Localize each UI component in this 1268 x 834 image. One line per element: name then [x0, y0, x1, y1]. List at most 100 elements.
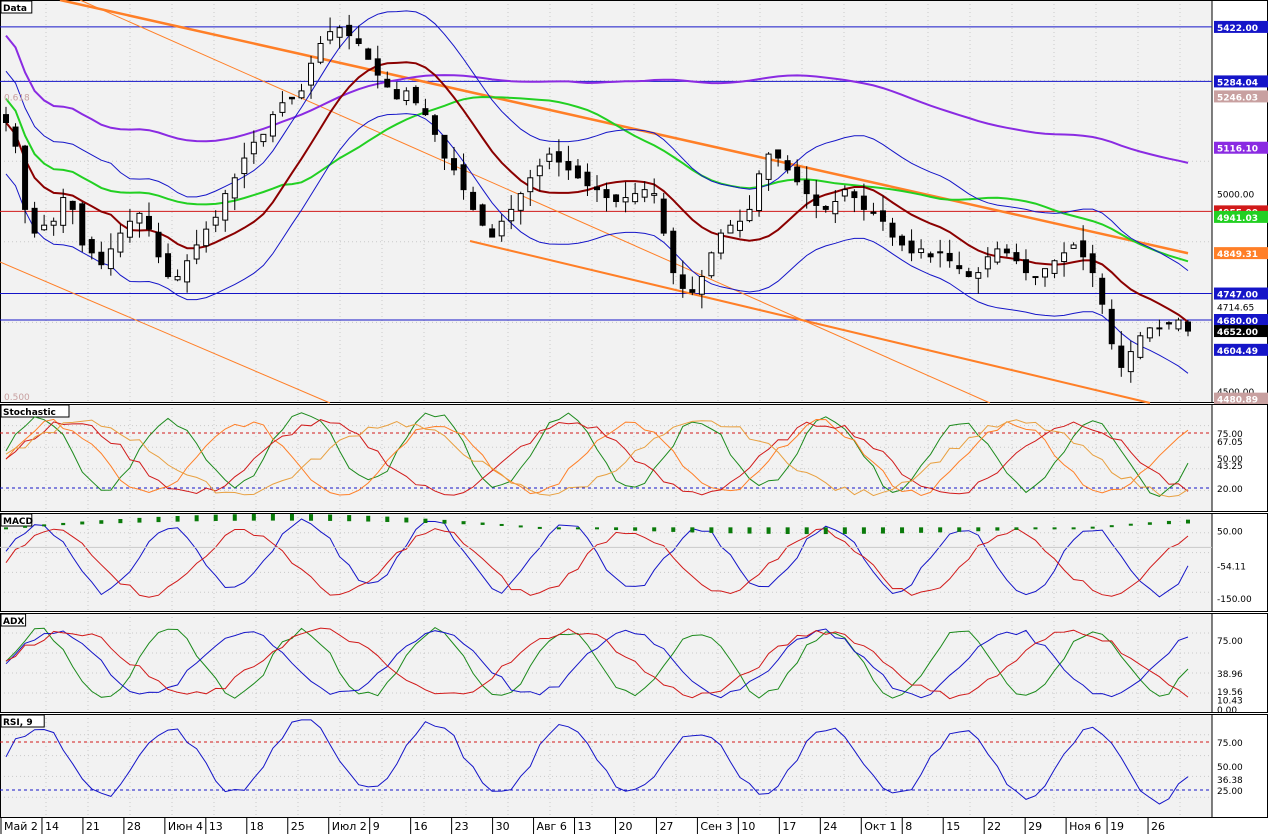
panel-plot-area: [0, 714, 1212, 818]
candle-body: [594, 186, 600, 191]
indicator-line: [5, 627, 1189, 700]
fib-label: 0.618: [4, 93, 30, 103]
candle-body: [1070, 244, 1077, 249]
axis-tick-label: 19.56: [1217, 688, 1243, 698]
candle-body: [98, 251, 105, 266]
candle-body: [384, 78, 391, 88]
macd-histogram-bar: [404, 517, 409, 523]
price-tag-label: 4480.89: [1217, 396, 1258, 406]
candle-body: [689, 289, 696, 293]
candle-body: [31, 207, 38, 234]
macd-histogram-bar: [804, 527, 809, 535]
price-tag: [1214, 90, 1268, 103]
macd-histogram-bar: [175, 515, 180, 522]
x-tick-label: 17: [782, 820, 796, 833]
x-tick-label: 19: [1110, 820, 1124, 833]
candle-body: [355, 38, 362, 44]
candle-body: [12, 126, 19, 147]
candle-body: [775, 149, 782, 159]
price-tag-label: 4680.00: [1217, 317, 1258, 327]
candle-body: [22, 145, 29, 210]
price-tag-label: 4747.00: [1217, 291, 1258, 301]
price-tag: [1214, 141, 1268, 154]
x-axis-band: [0, 818, 1268, 834]
price-tag-label: 4941.03: [1217, 214, 1258, 224]
macd-histogram-bar: [1128, 523, 1133, 526]
candle-body: [336, 27, 343, 38]
candle-body: [508, 208, 515, 222]
candle-body: [584, 171, 591, 187]
candle-body: [841, 189, 848, 197]
candle-body: [1003, 248, 1010, 254]
candle-body: [956, 265, 963, 270]
macd-histogram-bar: [938, 527, 943, 533]
bollinger-upper: [5, 10, 1189, 271]
x-tick-label: Авг 6: [537, 820, 567, 833]
panel-title-box: [0, 613, 27, 627]
candle-body: [269, 114, 276, 137]
candle-body: [193, 244, 200, 260]
candle-body: [155, 231, 162, 258]
candle-body: [1185, 321, 1191, 332]
indicator-line: [5, 628, 1189, 699]
candle-body: [965, 271, 972, 278]
price-axis: [1212, 404, 1268, 512]
price-tag: [1214, 325, 1268, 338]
price-tag: [1214, 392, 1268, 405]
macd-histogram-bar: [842, 527, 847, 534]
macd-histogram-bar: [614, 527, 619, 531]
x-tick-label: 14: [45, 820, 59, 833]
candle-body: [145, 215, 152, 230]
candle-body: [222, 193, 229, 221]
x-tick-label: Июл 2: [332, 820, 367, 833]
candle-body: [565, 160, 572, 171]
macd-histogram-bar: [309, 514, 314, 521]
price-axis: [1212, 513, 1268, 612]
macd-histogram-bar: [385, 516, 390, 522]
macd-histogram-bar: [289, 513, 294, 521]
panel-title: Stochastic: [3, 408, 56, 418]
price-tag: [1214, 314, 1268, 326]
candle-body: [241, 157, 248, 175]
bollinger-lower: [5, 113, 1189, 374]
x-tick-label: 25: [291, 820, 305, 833]
candle-body: [174, 276, 181, 281]
indicator-line: [5, 419, 1189, 496]
candle-body: [1051, 260, 1058, 274]
macd-histogram-bar: [957, 527, 962, 532]
x-tick-label: 13: [209, 820, 223, 833]
candle-body: [231, 177, 238, 199]
candle-body: [527, 177, 534, 193]
price-tag-label: 5116.10: [1217, 145, 1258, 155]
macd-histogram-bar: [194, 515, 199, 522]
axis-tick-label: 5000.00: [1217, 191, 1254, 201]
macd-histogram-bar: [137, 517, 142, 523]
axis-tick-label: 36.38: [1217, 776, 1243, 786]
macd-histogram-bar: [1014, 527, 1019, 530]
candle-body: [937, 251, 944, 254]
x-tick-label: 22: [987, 820, 1001, 833]
panel-plot-area: [0, 513, 1212, 612]
axis-tick-label: -54.11: [1217, 563, 1246, 573]
macd-histogram-bar: [1109, 525, 1114, 528]
macd-histogram-bar: [728, 527, 733, 534]
x-tick-label: 21: [86, 820, 100, 833]
candle-body: [212, 216, 219, 226]
macd-histogram-bar: [118, 518, 123, 524]
panel-title: ADX: [3, 617, 24, 627]
macd-histogram-bar: [23, 525, 28, 528]
panel-plot-area: [0, 404, 1212, 512]
candle-body: [107, 248, 114, 270]
candle-body: [117, 232, 124, 253]
candle-body: [79, 203, 86, 246]
macd-histogram-bar: [61, 522, 66, 526]
candle-body: [1080, 240, 1087, 258]
candle-body: [1042, 268, 1049, 278]
x-tick-label: 10: [741, 820, 755, 833]
candle-body: [756, 173, 763, 212]
indicator-line: [5, 418, 1189, 497]
candle-body: [451, 158, 458, 171]
macd-histogram-bar: [442, 519, 447, 524]
indicator-line: [5, 626, 1189, 699]
